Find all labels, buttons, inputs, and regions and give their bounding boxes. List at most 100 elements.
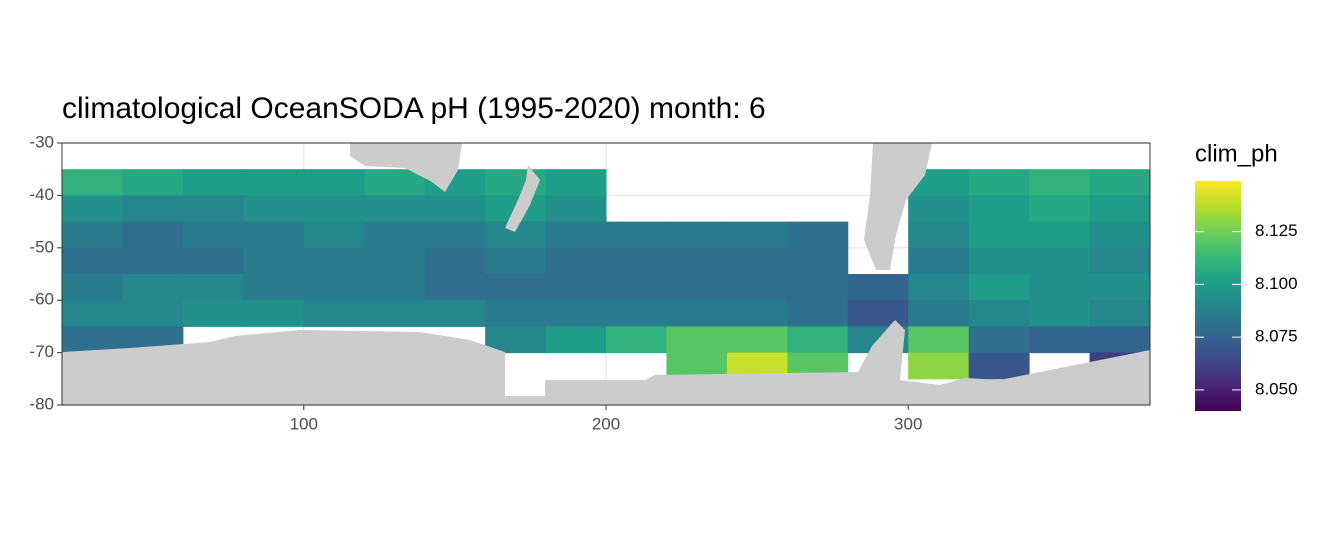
cell [1089, 274, 1151, 301]
cell [62, 247, 123, 275]
cell [908, 326, 970, 354]
cell [968, 247, 1030, 275]
cell [243, 274, 305, 301]
cell [968, 221, 1030, 249]
cell [606, 247, 667, 275]
cell [62, 274, 123, 301]
cell [908, 352, 970, 380]
cell [243, 169, 305, 196]
colorbar [1195, 181, 1241, 411]
cell [243, 247, 305, 275]
cell [1089, 195, 1151, 223]
cell [485, 300, 547, 327]
cell [424, 274, 486, 301]
cell [606, 326, 667, 354]
cell [545, 247, 607, 275]
cell [787, 326, 849, 354]
land [62, 143, 1150, 405]
chart-title: climatological OceanSODA pH (1995-2020) … [62, 92, 766, 125]
antarctica [62, 320, 1150, 405]
cell [182, 169, 244, 196]
cell [1029, 326, 1091, 354]
cell [122, 247, 184, 275]
cell [968, 274, 1030, 301]
cells [62, 169, 1151, 380]
cell [364, 221, 426, 249]
cell [303, 195, 365, 223]
colorbar-label: 8.075 [1255, 327, 1298, 346]
cell [545, 221, 607, 249]
cell [1089, 221, 1151, 249]
cell [1029, 274, 1091, 301]
cell [726, 300, 788, 327]
cell [606, 300, 667, 327]
cell [182, 195, 244, 223]
cell [62, 169, 123, 196]
cell [666, 221, 728, 249]
cell [243, 221, 305, 249]
cell [122, 169, 184, 196]
cell [485, 247, 547, 275]
cell [364, 274, 426, 301]
cell [303, 169, 365, 196]
cell [726, 274, 788, 301]
cell [1029, 169, 1091, 196]
cell [62, 195, 123, 223]
cell [787, 221, 849, 249]
cell [1029, 300, 1091, 327]
cell [424, 300, 486, 327]
x-tick-label: 200 [592, 414, 620, 433]
cell [908, 195, 970, 223]
y-tick-label: -50 [29, 237, 54, 256]
cell [1029, 221, 1091, 249]
cell [364, 247, 426, 275]
cell [908, 247, 970, 275]
cell [968, 300, 1030, 327]
cell [485, 326, 547, 354]
cell [424, 195, 486, 223]
cell [364, 195, 426, 223]
cell [787, 300, 849, 327]
cell [968, 195, 1030, 223]
x-tick-label: 100 [290, 414, 318, 433]
cell [726, 247, 788, 275]
legend: 8.050 8.075 8.100 8.125 [1195, 221, 1298, 398]
cell [606, 274, 667, 301]
cell [303, 247, 365, 275]
y-tick-label: -80 [29, 394, 54, 413]
cell [908, 274, 970, 301]
cell [606, 221, 667, 249]
cell [303, 300, 365, 327]
colorbar-label: 8.050 [1255, 379, 1298, 398]
new-zealand [505, 165, 540, 232]
legend-title: clim_ph [1195, 140, 1278, 167]
cell [1089, 169, 1151, 196]
cell [726, 221, 788, 249]
cell [908, 221, 970, 249]
cell [847, 300, 909, 327]
cell [1029, 247, 1091, 275]
cell [666, 326, 728, 354]
cell [485, 274, 547, 301]
cell [182, 300, 244, 327]
cell [243, 195, 305, 223]
cell [666, 247, 728, 275]
cell [666, 300, 728, 327]
australia [350, 143, 462, 192]
cell [303, 221, 365, 249]
x-tick-label: 300 [894, 414, 922, 433]
cell [726, 326, 788, 354]
y-tick-label: -60 [29, 290, 54, 309]
cell [968, 326, 1030, 354]
cell [122, 274, 184, 301]
south-america [864, 143, 932, 270]
cell [666, 274, 728, 301]
colorbar-label: 8.100 [1255, 274, 1298, 293]
cell [787, 247, 849, 275]
cell [182, 274, 244, 301]
colorbar-label: 8.125 [1255, 221, 1298, 240]
cell [122, 195, 184, 223]
cell [847, 274, 909, 301]
cell [364, 300, 426, 327]
